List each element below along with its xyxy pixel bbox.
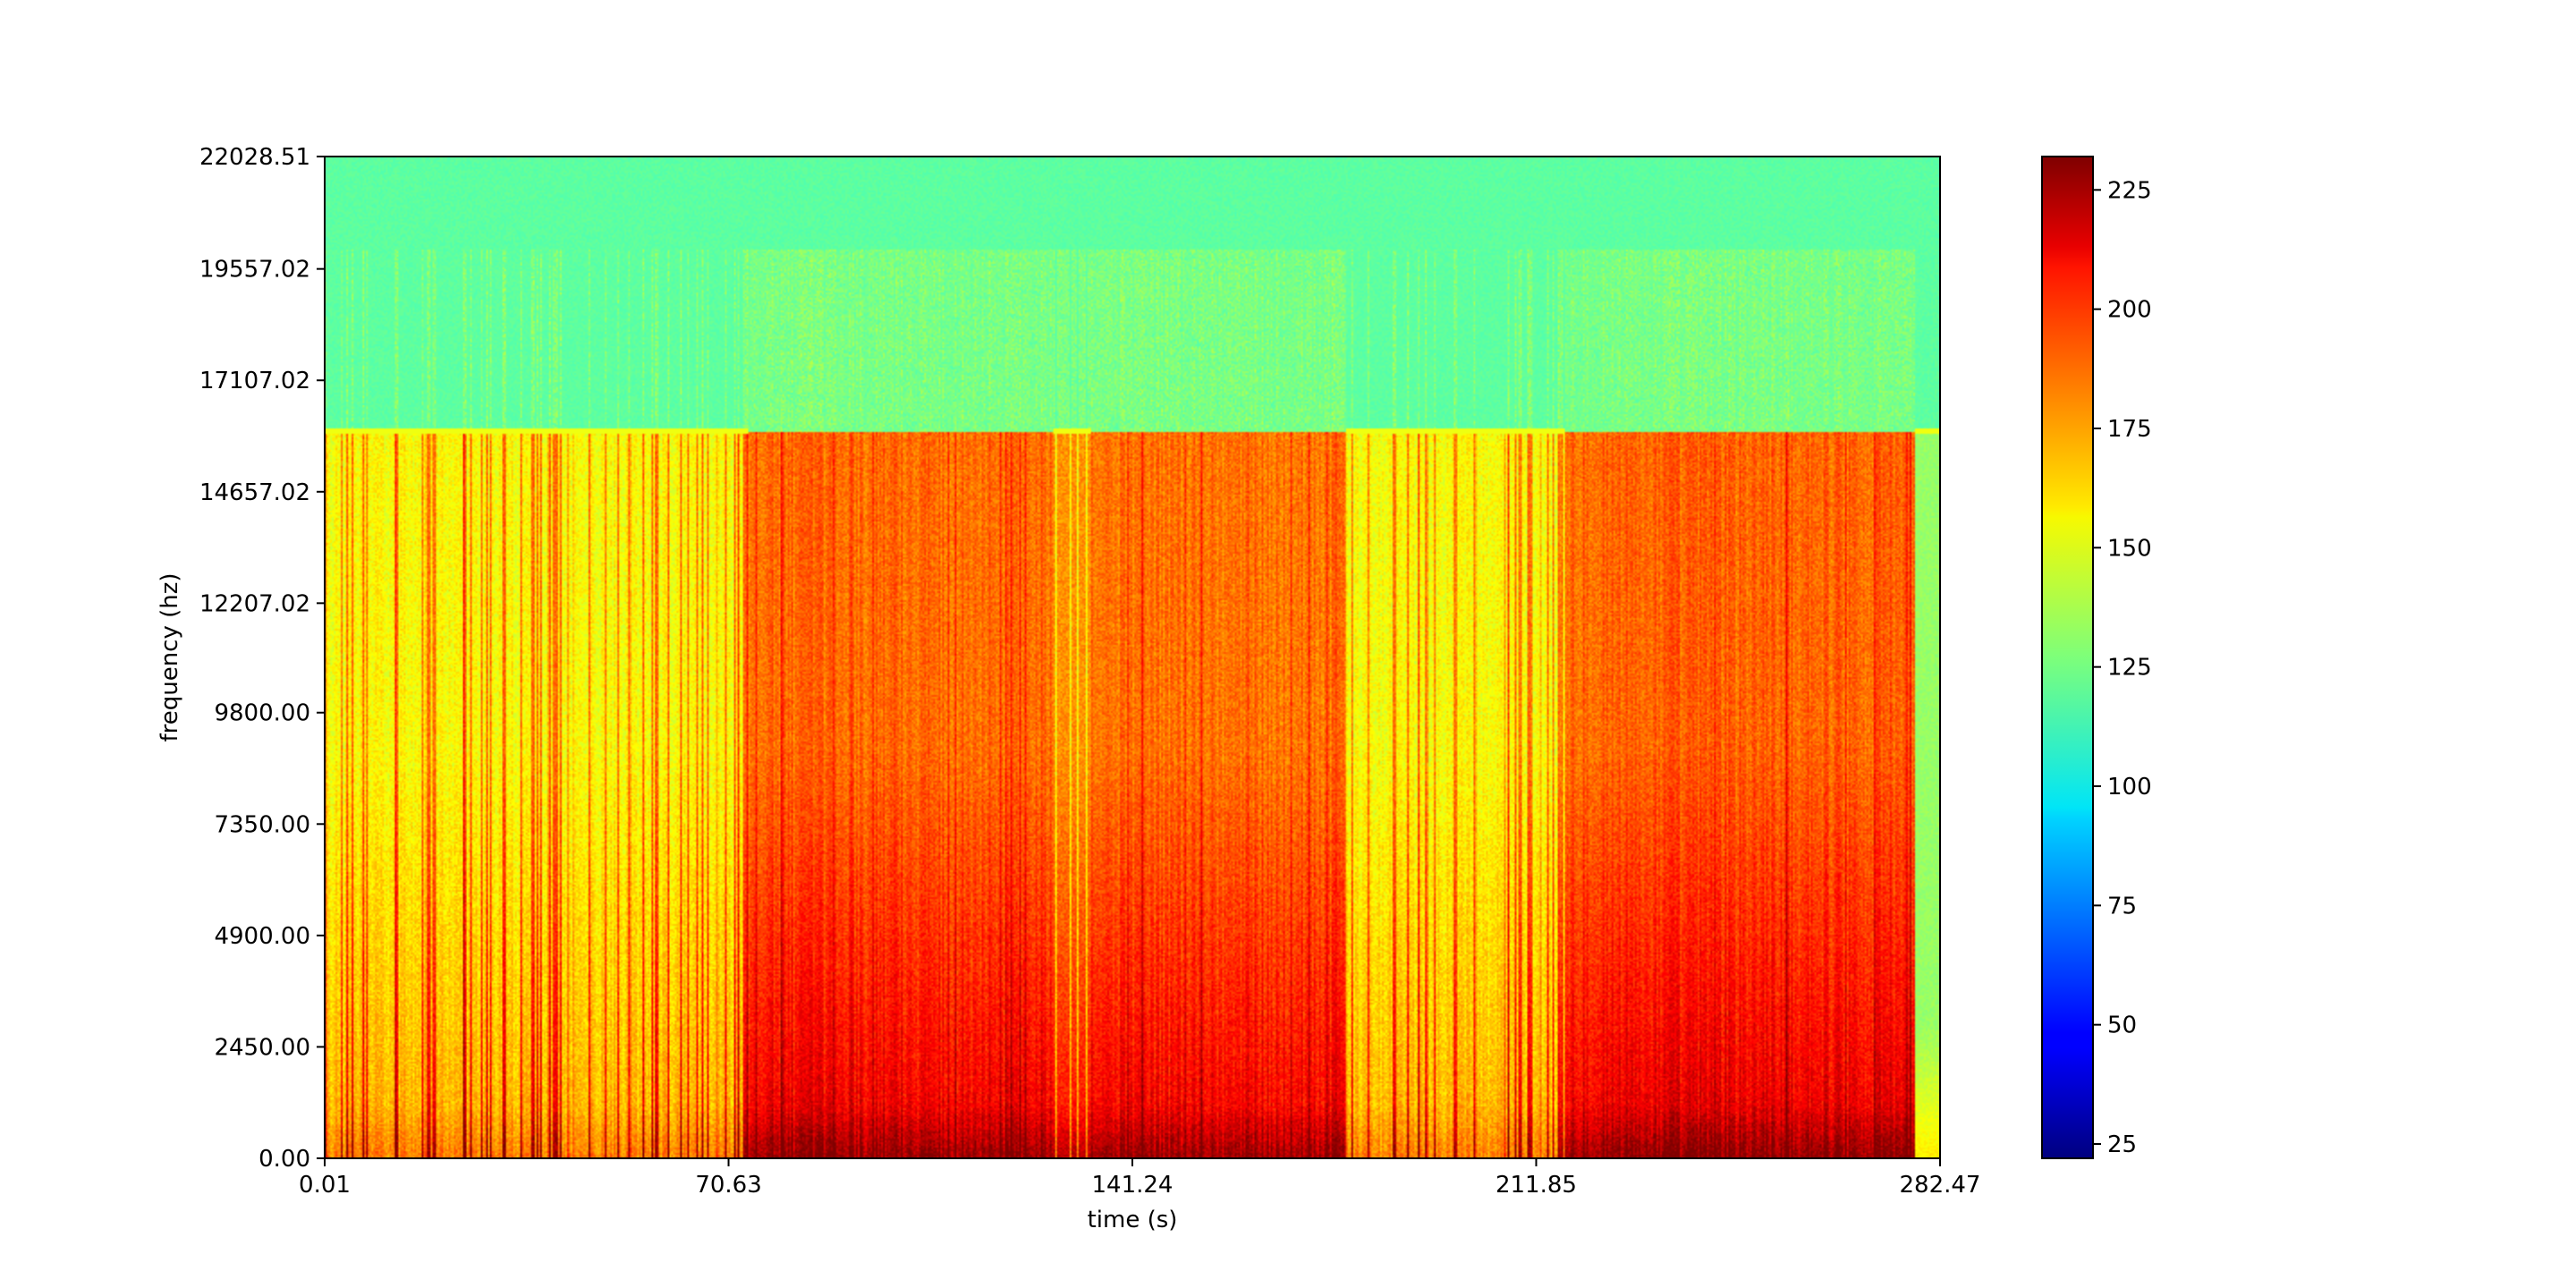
colorbar-tick-label: 125 [2107,655,2152,682]
colorbar: 25 50 75 100 125 150 175 200 225 [2041,156,2152,1159]
colorbar-tick-label: 50 [2107,1013,2137,1039]
y-axis: 0.00 2450.00 4900.00 7350.00 9800.00 12207.02… [199,144,325,1173]
y-tick-label: 9800.00 [214,700,310,727]
colorbar-tick-label: 200 [2107,297,2152,324]
colorbar-ticks: 25 50 75 100 125 150 175 200 225 [2093,177,2152,1158]
x-tick-label: 0.01 [299,1172,351,1199]
y-tick-label: 22028.51 [199,144,310,171]
x-tick-label: 141.24 [1092,1172,1174,1199]
colorbar-tick-label: 175 [2107,416,2152,443]
spectrogram-heatmap [325,157,1940,1158]
y-tick-label: 7350.00 [214,811,310,838]
colorbar-tick-label: 25 [2107,1131,2137,1158]
colorbar-tick-label: 150 [2107,535,2152,562]
x-tick-label: 282.47 [1900,1172,1981,1199]
y-tick-label: 17107.02 [199,368,310,394]
y-tick-label: 4900.00 [214,923,310,950]
colorbar-tick-label: 225 [2107,177,2152,204]
colorbar-gradient [2042,157,2093,1158]
colorbar-tick-label: 100 [2107,774,2152,801]
y-tick-label: 19557.02 [199,257,310,284]
y-axis-label: frequency (hz) [157,572,183,741]
x-axis: 0.01 70.63 141.24 211.85 282.47 [299,1158,1980,1199]
spectrogram-image [325,157,1940,1158]
x-tick-label: 70.63 [695,1172,761,1199]
colorbar-frame [2041,156,2094,1159]
x-axis-label: time (s) [1088,1207,1178,1233]
x-tick-label: 211.85 [1496,1172,1577,1199]
y-tick-label: 12207.02 [199,590,310,617]
colorbar-tick-label: 75 [2107,893,2137,919]
y-tick-label: 2450.00 [214,1034,310,1061]
y-tick-label: 14657.02 [199,479,310,506]
y-tick-label: 0.00 [258,1146,310,1173]
